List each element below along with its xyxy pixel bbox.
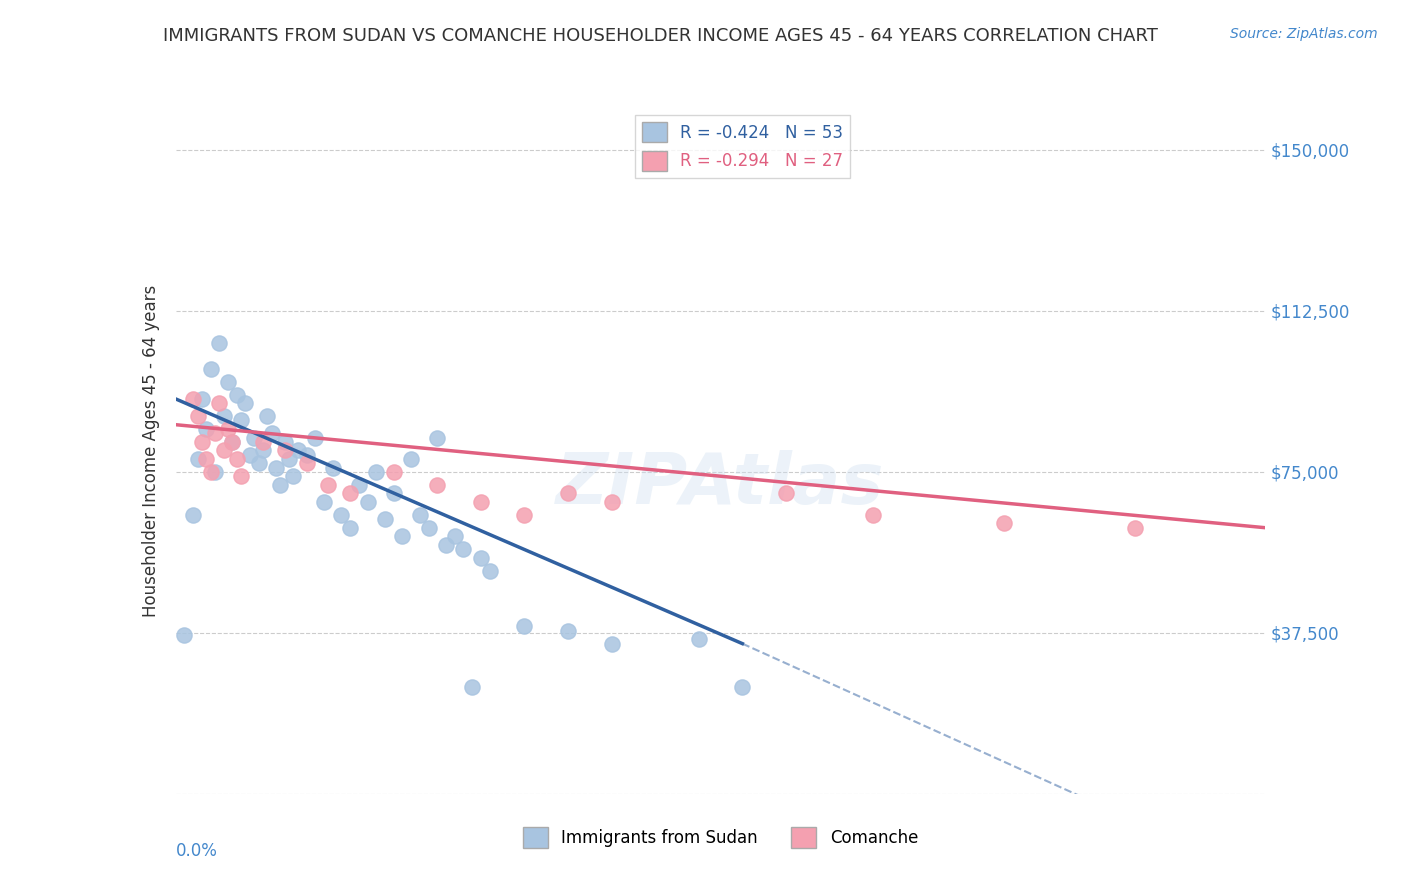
Point: [318, 478, 340, 492]
Point: [513, 508, 536, 522]
Point: [347, 478, 370, 492]
Point: [1123, 521, 1146, 535]
Point: [221, 434, 243, 449]
Point: [470, 495, 492, 509]
Point: [382, 465, 405, 479]
Point: [173, 628, 195, 642]
Point: [256, 409, 278, 423]
Point: [217, 422, 239, 436]
Point: [278, 452, 301, 467]
Point: [443, 529, 465, 543]
Point: [557, 486, 579, 500]
Point: [418, 521, 440, 535]
Point: [993, 516, 1015, 531]
Point: [243, 431, 266, 445]
Point: [231, 413, 253, 427]
Point: [231, 469, 253, 483]
Point: [225, 452, 247, 467]
Point: [775, 486, 797, 500]
Point: [260, 426, 283, 441]
Point: [339, 486, 361, 500]
Point: [426, 478, 449, 492]
Point: [600, 637, 623, 651]
Point: [374, 512, 396, 526]
Point: [181, 508, 204, 522]
Point: [186, 409, 209, 423]
Point: [356, 495, 378, 509]
Point: [252, 434, 274, 449]
Point: [366, 465, 388, 479]
Y-axis label: Householder Income Ages 45 - 64 years: Householder Income Ages 45 - 64 years: [142, 285, 160, 616]
Point: [208, 396, 231, 410]
Point: [195, 422, 218, 436]
Point: [461, 680, 484, 694]
Point: [195, 452, 218, 467]
Point: [283, 469, 305, 483]
Point: [200, 362, 222, 376]
Point: [513, 619, 536, 633]
Point: [434, 538, 457, 552]
Point: [181, 392, 204, 406]
Point: [688, 632, 710, 647]
Point: [274, 443, 297, 458]
Point: [312, 495, 335, 509]
Point: [269, 478, 291, 492]
Point: [731, 680, 754, 694]
Point: [557, 624, 579, 638]
Point: [382, 486, 405, 500]
Point: [239, 448, 262, 462]
Point: [295, 448, 318, 462]
Point: [399, 452, 422, 467]
Point: [264, 460, 287, 475]
Point: [330, 508, 353, 522]
Point: [247, 456, 270, 470]
Point: [252, 443, 274, 458]
Point: [322, 460, 344, 475]
Point: [221, 434, 243, 449]
Point: [274, 434, 297, 449]
Point: [212, 443, 235, 458]
Text: IMMIGRANTS FROM SUDAN VS COMANCHE HOUSEHOLDER INCOME AGES 45 - 64 YEARS CORRELAT: IMMIGRANTS FROM SUDAN VS COMANCHE HOUSEH…: [163, 27, 1159, 45]
Point: [212, 409, 235, 423]
Point: [204, 465, 226, 479]
Text: ZIPAtlas: ZIPAtlas: [557, 450, 884, 519]
Point: [304, 431, 326, 445]
Legend: Immigrants from Sudan, Comanche: Immigrants from Sudan, Comanche: [516, 821, 925, 855]
Text: 0.0%: 0.0%: [176, 842, 218, 860]
Point: [339, 521, 361, 535]
Point: [862, 508, 884, 522]
Point: [600, 495, 623, 509]
Point: [391, 529, 413, 543]
Point: [208, 336, 231, 351]
Point: [200, 465, 222, 479]
Point: [204, 426, 226, 441]
Point: [186, 452, 209, 467]
Point: [426, 431, 449, 445]
Point: [235, 396, 257, 410]
Point: [225, 387, 247, 401]
Point: [191, 434, 214, 449]
Point: [478, 564, 501, 578]
Point: [453, 542, 475, 557]
Point: [191, 392, 214, 406]
Point: [409, 508, 432, 522]
Point: [287, 443, 309, 458]
Point: [217, 375, 239, 389]
Point: [295, 456, 318, 470]
Point: [470, 550, 492, 565]
Text: Source: ZipAtlas.com: Source: ZipAtlas.com: [1230, 27, 1378, 41]
